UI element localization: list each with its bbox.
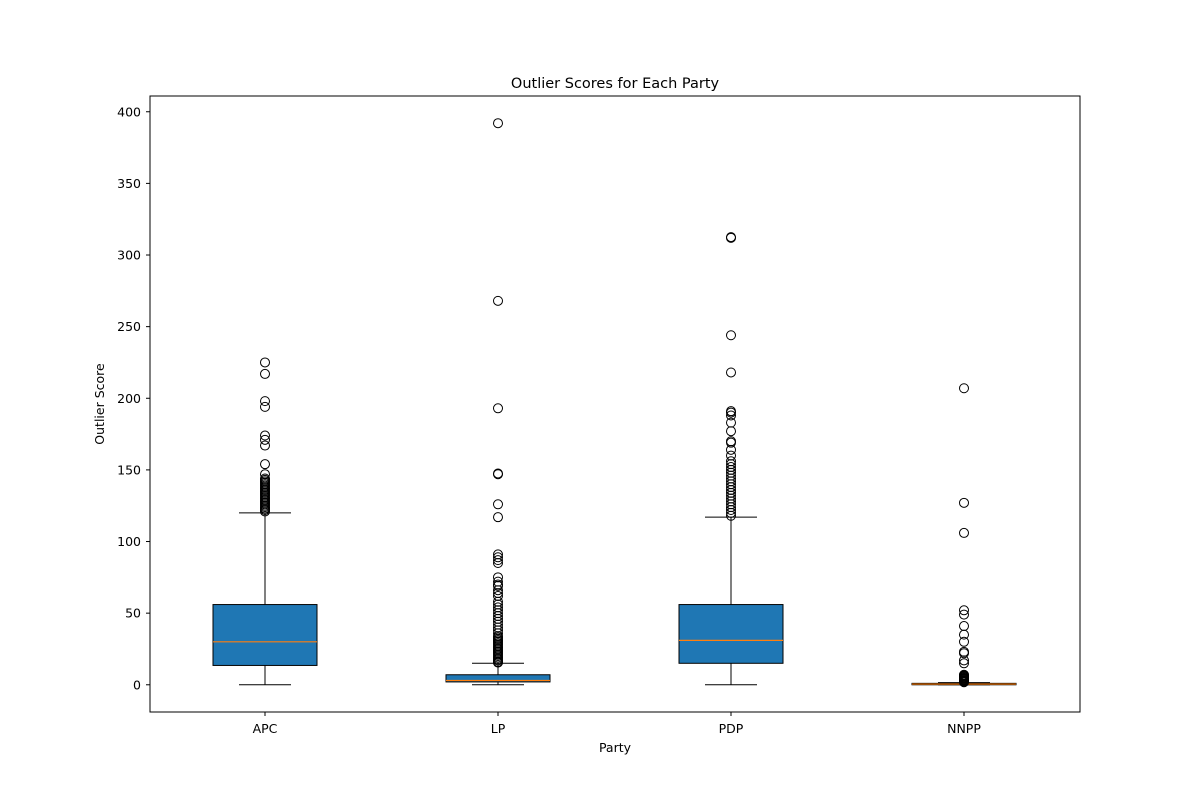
box-group-apc [212, 357, 318, 686]
outlier-point [493, 552, 503, 563]
outlier-point [726, 417, 736, 428]
y-tick-label: 400 [117, 104, 141, 119]
outlier-point [726, 462, 736, 473]
outlier-point [726, 410, 736, 421]
outlier-point [493, 579, 503, 590]
outlier-point [493, 512, 503, 523]
outlier-point [959, 669, 969, 680]
y-axis-label: Outlier Score [92, 363, 107, 445]
outlier-point [260, 440, 270, 451]
outlier-point [726, 436, 736, 447]
box-group-lp [445, 118, 551, 686]
outlier-point [493, 295, 503, 306]
outlier-point [726, 367, 736, 378]
outlier-point [260, 401, 270, 412]
outlier-point [726, 456, 736, 467]
outlier-point [260, 469, 270, 480]
outlier-point [959, 609, 969, 620]
y-tick-label: 200 [117, 391, 141, 406]
y-tick-label: 100 [117, 534, 141, 549]
outlier-point [726, 406, 736, 417]
outlier-point [493, 572, 503, 583]
outlier-point [260, 368, 270, 379]
outlier-point [959, 621, 969, 632]
iqr-box [678, 604, 784, 664]
chart-title: Outlier Scores for Each Party [511, 76, 720, 92]
outlier-point [959, 646, 969, 657]
outlier-point [493, 403, 503, 414]
outlier-point [493, 576, 503, 587]
y-tick-label: 250 [117, 319, 141, 334]
outlier-point [493, 555, 503, 566]
outlier-point [493, 602, 503, 613]
outlier-point [726, 330, 736, 341]
outlier-point [493, 118, 503, 129]
outlier-point [959, 636, 969, 647]
y-tick-label: 50 [125, 606, 141, 621]
outlier-point [260, 357, 270, 368]
outlier-point [959, 658, 969, 669]
outlier-point [959, 497, 969, 508]
plot-frame [149, 95, 1081, 713]
box-group-nnpp [911, 383, 1017, 688]
outlier-point [959, 383, 969, 394]
outlier-point [959, 605, 969, 616]
x-tick-label: NNPP [947, 721, 981, 736]
x-axis-label: Party [599, 740, 632, 755]
y-tick-label: 300 [117, 248, 141, 263]
outlier-point [260, 459, 270, 470]
x-tick-label: APC [253, 721, 278, 736]
outlier-point [726, 426, 736, 437]
outlier-point [260, 434, 270, 445]
outlier-point [726, 450, 736, 461]
outlier-point [493, 468, 503, 479]
outlier-point [260, 473, 270, 484]
iqr-box [445, 674, 551, 683]
outlier-point [959, 527, 969, 538]
y-tick-label: 0 [133, 677, 141, 692]
y-tick-label: 350 [117, 176, 141, 191]
outlier-point [260, 396, 270, 407]
x-tick-label: PDP [719, 721, 744, 736]
outlier-point [726, 232, 736, 243]
y-tick-label: 150 [117, 462, 141, 477]
outlier-point [493, 499, 503, 510]
plot-area: APC LP PDP NNPP 0 50 100 150 200 250 300 350 400 [117, 95, 1081, 736]
iqr-box [212, 604, 318, 666]
outlier-point [260, 430, 270, 441]
box-group-pdp [678, 232, 784, 686]
x-tick-label: LP [491, 721, 506, 736]
outlier-point [493, 549, 503, 560]
outlier-point [493, 590, 503, 601]
